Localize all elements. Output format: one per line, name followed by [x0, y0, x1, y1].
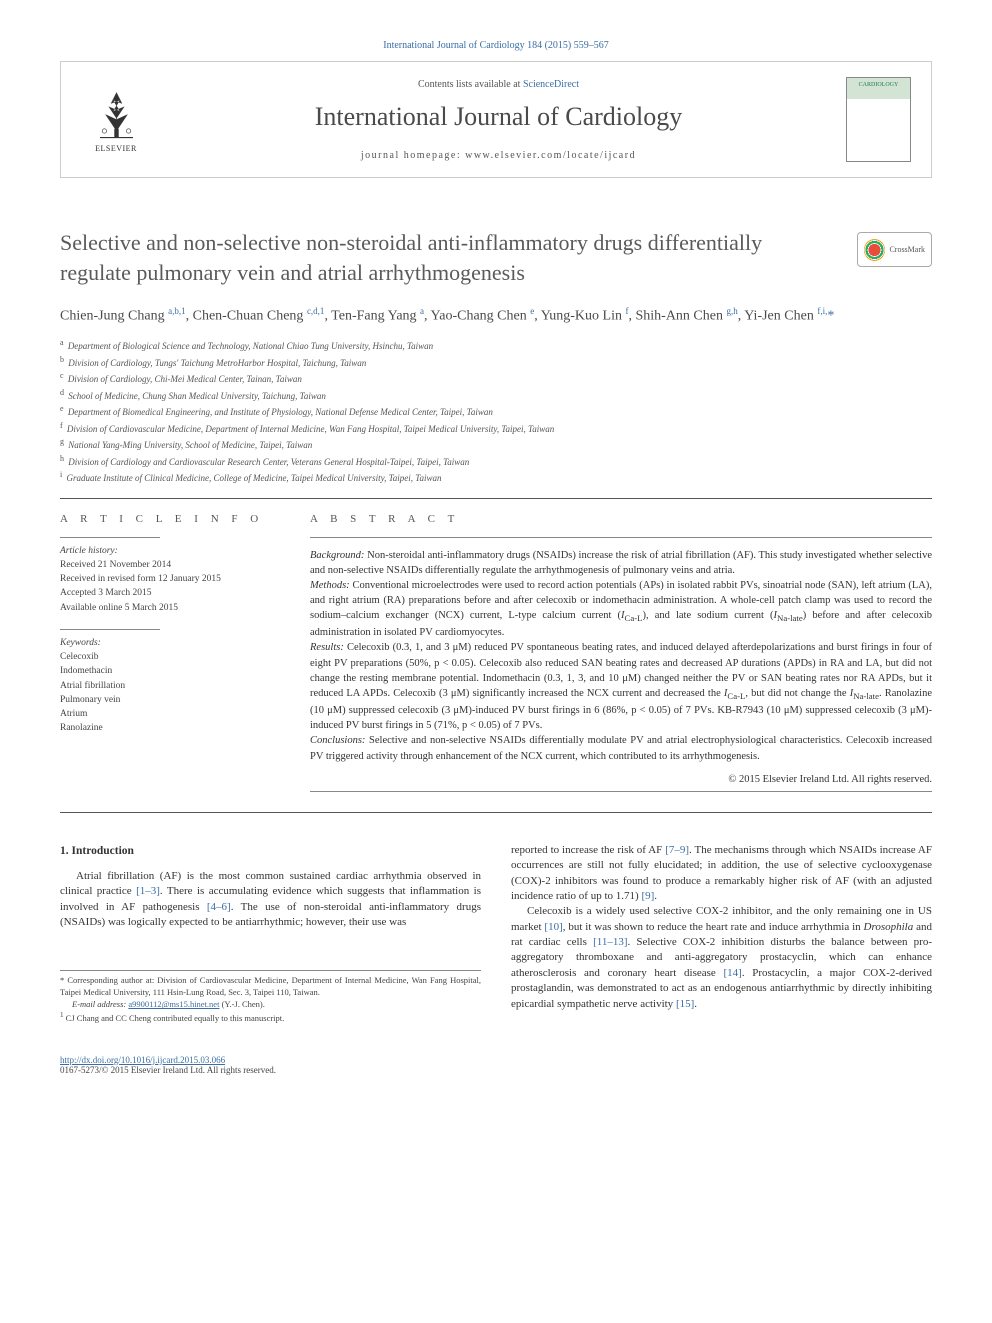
article-info-heading: A R T I C L E I N F O — [60, 513, 270, 525]
crossmark-badge[interactable]: CrossMark — [857, 232, 932, 267]
column-left: 1. Introduction Atrial fibrillation (AF)… — [60, 843, 481, 1025]
email-label: E-mail address: — [72, 999, 126, 1009]
conclusions-label: Conclusions: — [310, 735, 365, 746]
history-label: Article history: — [60, 544, 270, 558]
keywords-label: Keywords: — [60, 636, 270, 650]
abstract-heading: A B S T R A C T — [310, 513, 932, 525]
elsevier-label: ELSEVIER — [95, 144, 137, 153]
article-info-block: A R T I C L E I N F O Article history: R… — [60, 513, 270, 798]
journal-cover-thumbnail[interactable]: CARDIOLOGY — [846, 77, 911, 162]
abstract-body: Background: Non-steroidal anti-inflammat… — [310, 548, 932, 764]
section-rule — [60, 812, 932, 813]
elsevier-tree-icon — [89, 87, 144, 142]
elsevier-logo[interactable]: ELSEVIER — [81, 80, 151, 160]
affiliations: a Department of Biological Science and T… — [60, 337, 932, 486]
copyright-line: © 2015 Elsevier Ireland Ltd. All rights … — [310, 774, 932, 785]
cover-text: CARDIOLOGY — [859, 82, 899, 89]
conclusions-text: Selective and non-selective NSAIDs diffe… — [310, 735, 932, 761]
authors-line: Chien-Jung Chang a,b,1, Chen-Chuan Cheng… — [60, 305, 932, 327]
email-link[interactable]: a9900112@ms15.hinet.net — [128, 999, 219, 1009]
journal-citation[interactable]: International Journal of Cardiology 184 … — [60, 40, 932, 51]
body-columns: 1. Introduction Atrial fibrillation (AF)… — [60, 843, 932, 1025]
background-label: Background: — [310, 550, 364, 561]
homepage-line: journal homepage: www.elsevier.com/locat… — [151, 150, 846, 161]
doi-link[interactable]: http://dx.doi.org/10.1016/j.ijcard.2015.… — [60, 1055, 225, 1065]
results-label: Results: — [310, 642, 344, 653]
intro-para-1: Atrial fibrillation (AF) is the most com… — [60, 869, 481, 931]
footnotes: * Corresponding author at: Division of C… — [60, 970, 481, 1024]
background-text: Non-steroidal anti-inflammatory drugs (N… — [310, 550, 932, 576]
corr-text: Corresponding author at: Division of Car… — [60, 975, 481, 997]
abstract-rule-bottom — [310, 791, 932, 792]
sciencedirect-link[interactable]: ScienceDirect — [523, 79, 579, 90]
corr-star: * — [60, 975, 64, 985]
column-right: reported to increase the risk of AF [7–9… — [511, 843, 932, 1025]
contents-line: Contents lists available at ScienceDirec… — [151, 79, 846, 90]
short-rule — [60, 537, 160, 538]
journal-name: International Journal of Cardiology — [151, 102, 846, 132]
intro-heading: 1. Introduction — [60, 843, 481, 859]
article-title: Selective and non-selective non-steroida… — [60, 228, 837, 287]
issn-copyright: 0167-5273/© 2015 Elsevier Ireland Ltd. A… — [60, 1065, 276, 1075]
intro-para-3: Celecoxib is a widely used selective COX… — [511, 904, 932, 1012]
abstract-block: A B S T R A C T Background: Non-steroida… — [310, 513, 932, 798]
abstract-rule-top — [310, 537, 932, 538]
short-rule — [60, 629, 160, 630]
journal-header: ELSEVIER Contents lists available at Sci… — [60, 61, 932, 178]
email-name: (Y.-J. Chen). — [222, 999, 265, 1009]
history-lines: Received 21 November 2014Received in rev… — [60, 558, 270, 615]
section-rule — [60, 498, 932, 499]
keywords-lines: CelecoxibIndomethacinAtrial fibrillation… — [60, 650, 270, 736]
homepage-prefix: journal homepage: — [361, 150, 465, 161]
methods-text: Conventional microelectrodes were used t… — [310, 580, 932, 638]
crossmark-icon — [864, 239, 885, 261]
note1-symbol: 1 — [60, 1011, 64, 1019]
intro-para-2: reported to increase the risk of AF [7–9… — [511, 843, 932, 905]
methods-label: Methods: — [310, 580, 350, 591]
note1-text: CJ Chang and CC Cheng contributed equall… — [66, 1013, 285, 1023]
homepage-url[interactable]: www.elsevier.com/locate/ijcard — [465, 150, 636, 161]
crossmark-label: CrossMark — [889, 245, 925, 254]
page-footer: http://dx.doi.org/10.1016/j.ijcard.2015.… — [60, 1055, 932, 1075]
results-text: Celecoxib (0.3, 1, and 3 μM) reduced PV … — [310, 642, 932, 731]
contents-prefix: Contents lists available at — [418, 79, 523, 90]
